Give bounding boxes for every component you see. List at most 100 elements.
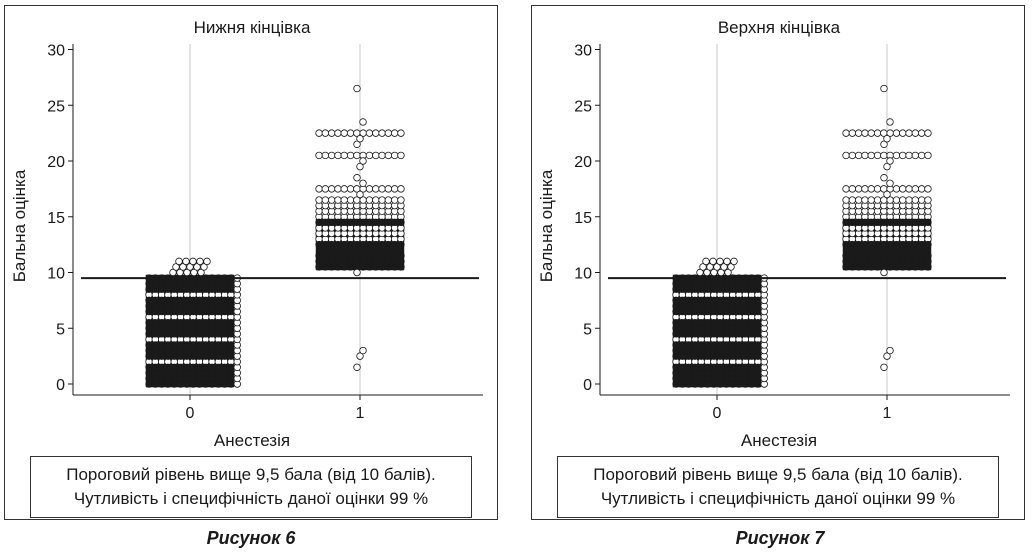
open-point	[340, 196, 348, 204]
filled-point	[854, 218, 863, 227]
chart-title: Верхня кінцівка	[718, 18, 841, 37]
y-tick-label: 30	[47, 43, 65, 60]
filled-point	[170, 318, 178, 327]
open-point	[372, 129, 380, 137]
open-point	[334, 185, 342, 193]
open-point	[327, 151, 336, 160]
filled-point	[842, 252, 850, 260]
outlier-point	[702, 257, 710, 266]
outlier-point	[727, 263, 735, 271]
filled-point	[384, 218, 393, 227]
filled-point	[170, 363, 178, 371]
open-point	[911, 129, 920, 137]
filled-point	[183, 318, 191, 327]
x-tick-label: 1	[883, 405, 892, 422]
filled-point	[867, 240, 875, 249]
filled-point	[353, 240, 361, 249]
chart-title: Нижня кінцівка	[194, 18, 311, 37]
y-tick-label: 20	[47, 154, 65, 171]
filled-point	[754, 363, 762, 371]
filled-point	[911, 218, 920, 227]
filled-point	[886, 240, 894, 249]
filled-point	[189, 296, 197, 305]
filled-point	[220, 296, 229, 305]
filled-point	[880, 240, 888, 249]
y-tick-label: 5	[56, 321, 65, 338]
outlier-point	[713, 263, 721, 271]
open-point	[917, 129, 926, 137]
filled-point	[327, 218, 336, 227]
open-point	[924, 151, 932, 160]
filled-point	[691, 363, 699, 371]
open-point	[353, 151, 361, 160]
filled-point	[735, 296, 743, 305]
open-point	[346, 185, 355, 193]
open-point	[378, 196, 386, 204]
filled-point	[892, 252, 901, 260]
filled-point	[691, 296, 699, 305]
open-point	[340, 151, 348, 160]
filled-point	[735, 363, 743, 371]
filled-point	[848, 218, 857, 227]
outlier-point	[175, 257, 183, 266]
outlier-point	[710, 268, 718, 277]
outlier-point	[883, 190, 891, 199]
filled-point	[924, 218, 932, 227]
filled-point	[183, 341, 191, 349]
filled-point	[848, 252, 857, 260]
filled-point	[754, 296, 762, 305]
filled-point	[378, 218, 386, 227]
filled-point	[892, 240, 901, 249]
open-point	[861, 196, 869, 204]
open-point	[372, 196, 380, 204]
outlier-point	[883, 162, 891, 171]
outlier-point	[716, 257, 724, 266]
filled-point	[227, 318, 235, 327]
figure-caption: Рисунок 7	[735, 528, 825, 548]
open-point	[861, 151, 869, 160]
filled-point	[924, 252, 932, 260]
y-tick-label: 15	[47, 210, 65, 227]
open-point	[346, 196, 355, 204]
filled-point	[359, 252, 367, 260]
open-point	[892, 129, 901, 137]
filled-point	[697, 341, 705, 349]
filled-point	[716, 318, 724, 327]
open-point	[315, 196, 323, 204]
open-point	[873, 129, 882, 137]
y-tick-label: 25	[47, 98, 65, 115]
open-point	[365, 196, 374, 204]
outlier-point	[200, 263, 208, 271]
filled-point	[220, 341, 229, 349]
outlier-point	[196, 257, 204, 266]
filled-point	[754, 341, 762, 349]
filled-point	[917, 240, 926, 249]
open-point	[854, 196, 863, 204]
open-point	[924, 185, 932, 193]
outlier-point	[724, 268, 732, 277]
open-point	[397, 129, 405, 137]
y-tick-label: 5	[583, 321, 592, 338]
filled-point	[145, 341, 153, 349]
filled-point	[176, 341, 185, 349]
outlier-point	[353, 363, 361, 371]
filled-point	[334, 252, 342, 260]
filled-point	[861, 240, 869, 249]
filled-point	[202, 341, 210, 349]
filled-point	[886, 218, 894, 227]
filled-point	[886, 252, 894, 260]
outlier-point	[886, 118, 894, 126]
filled-point	[340, 218, 348, 227]
filled-point	[195, 341, 204, 349]
open-point	[917, 151, 926, 160]
filled-point	[321, 218, 330, 227]
y-tick-label: 30	[574, 43, 592, 60]
filled-point	[353, 218, 361, 227]
open-point	[327, 185, 336, 193]
y-tick-label: 20	[574, 154, 592, 171]
chart-upper-limb: 0 5 10 15 20 25 30 0 1 Верхня кінцівка Анестезія Ба…	[537, 18, 1010, 450]
filled-point	[861, 218, 869, 227]
filled-point	[899, 240, 907, 249]
filled-point	[747, 296, 756, 305]
outlier-point	[353, 174, 361, 182]
